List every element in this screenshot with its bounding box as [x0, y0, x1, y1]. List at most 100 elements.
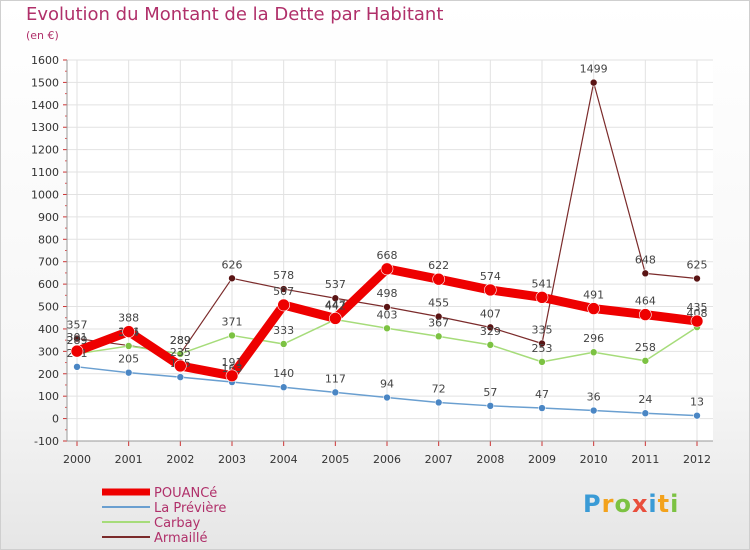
- y-tick-label: 600: [38, 278, 59, 291]
- x-tick-label: 2006: [373, 453, 401, 466]
- x-tick-label: 2012: [683, 453, 711, 466]
- y-tick-label: 100: [38, 390, 59, 403]
- data-label: 235: [170, 346, 191, 359]
- data-label: 408: [687, 307, 708, 320]
- data-point: [589, 406, 598, 415]
- data-label: 57: [483, 386, 497, 399]
- data-label: 464: [635, 295, 656, 308]
- data-label: 371: [222, 315, 243, 328]
- data-point: [434, 398, 443, 407]
- data-point: [538, 339, 546, 348]
- x-tick-label: 2004: [270, 453, 298, 466]
- x-tick-label: 2010: [580, 453, 608, 466]
- data-point: [228, 274, 236, 283]
- data-label: 367: [428, 316, 449, 329]
- data-label: 36: [587, 391, 601, 404]
- data-label: 253: [532, 342, 553, 355]
- data-label: 403: [377, 308, 398, 321]
- data-point: [174, 359, 187, 373]
- y-tick-label: 700: [38, 256, 59, 269]
- data-label: 498: [377, 287, 398, 300]
- data-point: [228, 331, 236, 340]
- x-tick-label: 2011: [631, 453, 659, 466]
- data-point: [279, 285, 288, 293]
- chart-unit-label: (en €): [26, 29, 59, 42]
- y-tick-label: 300: [38, 345, 59, 358]
- y-tick-label: 1200: [31, 144, 59, 157]
- data-label: 626: [222, 258, 243, 271]
- data-point: [380, 262, 394, 276]
- x-tick-label: 2002: [166, 453, 194, 466]
- data-label: 407: [480, 307, 501, 320]
- data-point: [641, 409, 650, 418]
- legend-label: Carbay: [154, 516, 201, 531]
- data-point: [589, 348, 598, 357]
- data-point: [589, 78, 598, 87]
- x-tick-label: 2001: [115, 453, 143, 466]
- logo-letter: r: [601, 490, 615, 518]
- data-point: [693, 411, 701, 420]
- data-point: [693, 274, 701, 283]
- data-label: 668: [377, 249, 398, 262]
- data-label: 205: [118, 353, 139, 366]
- data-point: [70, 344, 84, 358]
- data-point: [279, 340, 288, 348]
- logo-letter: i: [670, 490, 680, 518]
- data-point: [329, 312, 342, 325]
- data-label: 329: [480, 325, 501, 338]
- data-point: [124, 368, 133, 377]
- data-label: 1499: [580, 63, 608, 76]
- data-point: [538, 404, 546, 412]
- data-label: 289: [170, 334, 191, 347]
- data-label: 625: [687, 259, 708, 272]
- logo-letter: x: [631, 490, 649, 518]
- data-point: [124, 342, 133, 350]
- data-point: [641, 269, 650, 278]
- data-point: [122, 325, 135, 338]
- data-point: [73, 363, 81, 371]
- data-label: 117: [325, 372, 346, 385]
- data-label: 541: [532, 277, 553, 290]
- data-label: 578: [273, 269, 294, 282]
- data-label: 13: [690, 396, 704, 409]
- data-label: 442: [325, 300, 346, 313]
- data-label: 289: [170, 334, 191, 347]
- data-point: [279, 383, 288, 392]
- y-tick-label: 1600: [31, 54, 59, 67]
- data-label: 388: [118, 312, 139, 325]
- logo-letter: i: [648, 490, 658, 518]
- data-point: [383, 393, 391, 402]
- data-label: 24: [638, 393, 652, 406]
- y-tick-label: 0: [52, 413, 59, 426]
- data-point: [641, 356, 650, 365]
- x-tick-label: 2000: [63, 453, 91, 466]
- data-label: 447: [325, 298, 346, 311]
- logo-letter: o: [614, 490, 632, 518]
- data-point: [486, 341, 495, 349]
- y-tick-label: 1500: [31, 76, 59, 89]
- data-label: 648: [635, 253, 656, 266]
- legend-label: POUANCé: [154, 486, 217, 501]
- data-label: 335: [532, 324, 553, 337]
- data-point: [434, 332, 443, 341]
- data-label: 333: [273, 324, 294, 337]
- x-tick-label: 2008: [476, 453, 504, 466]
- data-label: 574: [480, 270, 501, 283]
- data-label: 140: [273, 367, 294, 380]
- data-label: 301: [67, 331, 88, 344]
- y-tick-label: 1300: [31, 121, 59, 134]
- data-label: 507: [273, 285, 294, 298]
- y-tick-label: 500: [38, 301, 59, 314]
- y-tick-label: -100: [34, 435, 59, 448]
- data-label: 622: [428, 259, 449, 272]
- chart-title: Evolution du Montant de la Dette par Hab…: [26, 4, 444, 25]
- data-point: [176, 373, 185, 381]
- data-label: 258: [635, 341, 656, 354]
- y-tick-label: 1100: [31, 166, 59, 179]
- logo-letter: P: [583, 490, 602, 518]
- data-point: [383, 324, 391, 333]
- y-tick-label: 1400: [31, 99, 59, 112]
- data-point: [538, 358, 546, 366]
- data-label: 491: [583, 289, 604, 302]
